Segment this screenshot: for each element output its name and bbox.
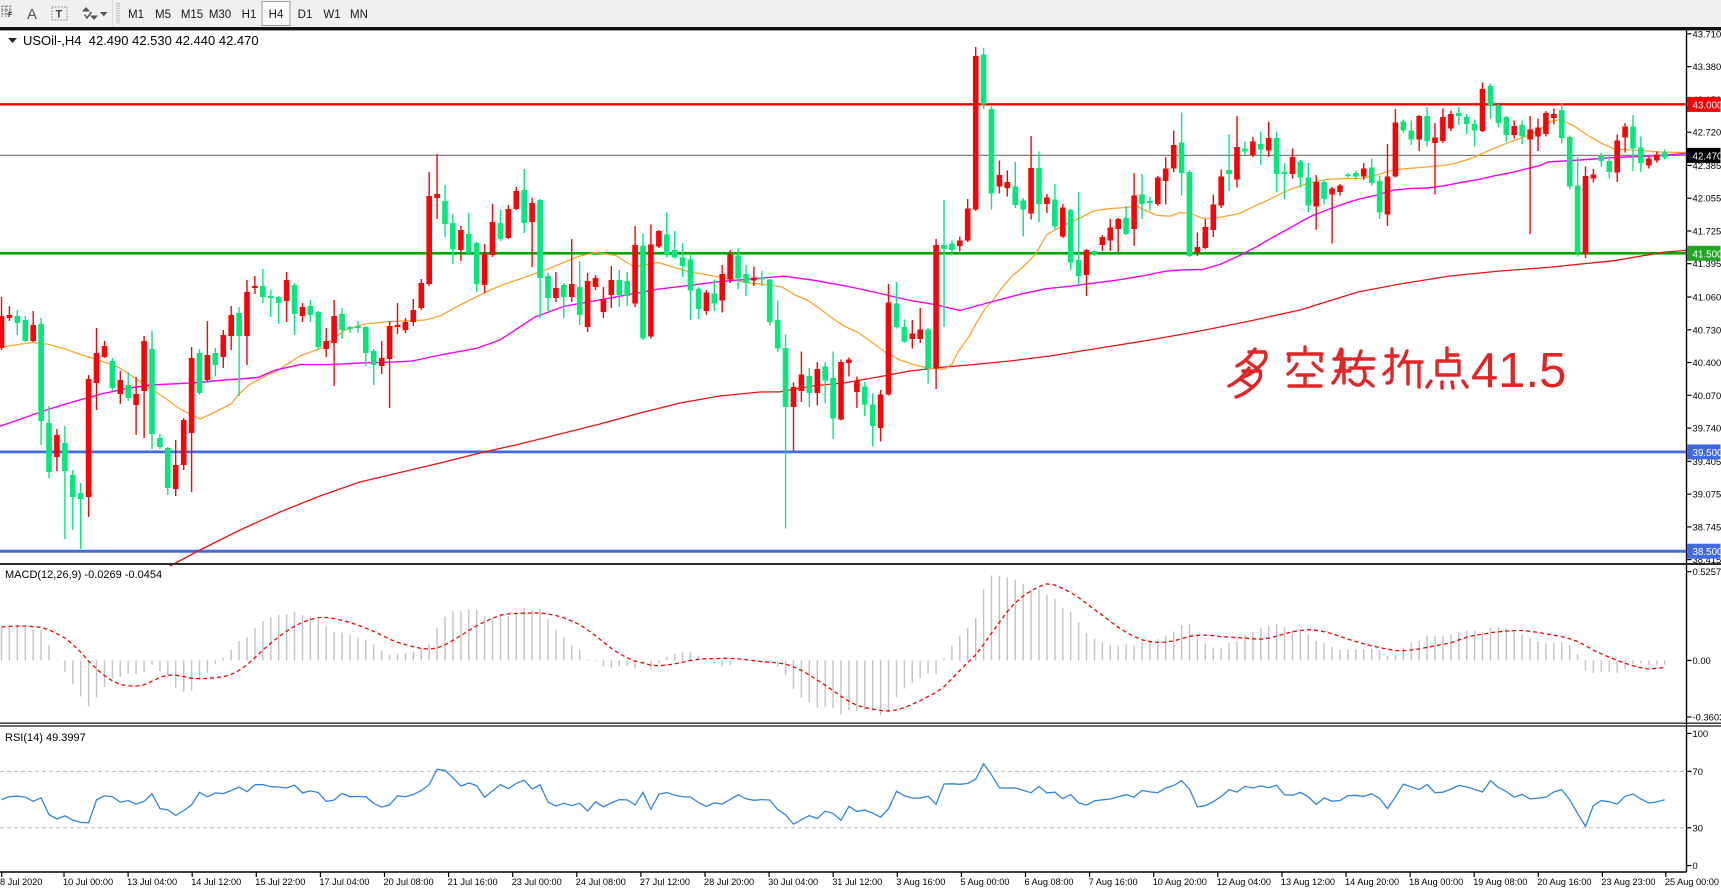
svg-text:27 Jul 12:00: 27 Jul 12:00: [640, 877, 690, 887]
svg-text:F: F: [8, 12, 13, 19]
svg-text:41.725: 41.725: [1693, 226, 1721, 237]
svg-text:19 Aug 08:00: 19 Aug 08:00: [1473, 877, 1527, 887]
svg-text:USOil-,H4 42.490 42.530 42.44: USOil-,H4 42.490 42.530 42.440 42.470: [23, 33, 259, 48]
svg-text:M15: M15: [181, 9, 203, 21]
svg-text:5 Aug 00:00: 5 Aug 00:00: [960, 877, 1009, 887]
svg-text:7 Aug 16:00: 7 Aug 16:00: [1089, 877, 1138, 887]
svg-text:3 Aug 16:00: 3 Aug 16:00: [896, 877, 945, 887]
svg-text:RSI(14) 49.3997: RSI(14) 49.3997: [5, 732, 86, 744]
svg-text:41.060: 41.060: [1693, 292, 1721, 303]
svg-text:M30: M30: [209, 9, 231, 21]
svg-text:39.075: 39.075: [1693, 489, 1721, 500]
svg-text:38.415: 38.415: [1693, 554, 1721, 565]
svg-text:42.720: 42.720: [1693, 127, 1721, 138]
svg-text:28 Jul 20:00: 28 Jul 20:00: [704, 877, 754, 887]
svg-text:T: T: [56, 9, 63, 21]
svg-text:0.5257: 0.5257: [1693, 566, 1721, 577]
svg-text:15 Jul 22:00: 15 Jul 22:00: [255, 877, 305, 887]
svg-text:39.405: 39.405: [1693, 456, 1721, 467]
svg-text:H4: H4: [269, 9, 284, 21]
svg-text:42.470: 42.470: [1693, 151, 1721, 162]
svg-text:41.5: 41.5: [1471, 344, 1566, 398]
svg-text:0.00: 0.00: [1693, 655, 1711, 666]
svg-text:39.740: 39.740: [1693, 423, 1721, 434]
svg-text:M1: M1: [128, 9, 144, 21]
svg-text:70: 70: [1693, 766, 1703, 777]
svg-text:8 Jul 2020: 8 Jul 2020: [0, 877, 42, 887]
svg-text:A: A: [27, 6, 37, 23]
svg-text:40.070: 40.070: [1693, 390, 1721, 401]
svg-text:43.380: 43.380: [1693, 61, 1721, 72]
svg-text:H1: H1: [242, 9, 257, 21]
svg-text:100: 100: [1693, 728, 1709, 739]
svg-text:17 Jul 04:00: 17 Jul 04:00: [319, 877, 369, 887]
svg-text:0: 0: [1693, 860, 1698, 871]
svg-text:41.395: 41.395: [1693, 258, 1721, 269]
svg-text:D1: D1: [298, 9, 313, 21]
svg-text:M5: M5: [155, 9, 171, 21]
svg-text:MACD(12,26,9) -0.0269 -0.0454: MACD(12,26,9) -0.0269 -0.0454: [5, 569, 162, 581]
svg-text:43.710: 43.710: [1693, 28, 1721, 39]
svg-text:14 Jul 12:00: 14 Jul 12:00: [191, 877, 241, 887]
svg-text:20 Aug 16:00: 20 Aug 16:00: [1537, 877, 1591, 887]
svg-text:6 Aug 08:00: 6 Aug 08:00: [1025, 877, 1074, 887]
svg-text:30 Jul 04:00: 30 Jul 04:00: [768, 877, 818, 887]
svg-text:10 Jul 00:00: 10 Jul 00:00: [63, 877, 113, 887]
svg-text:21 Jul 16:00: 21 Jul 16:00: [448, 877, 498, 887]
svg-text:38.745: 38.745: [1693, 521, 1721, 532]
svg-text:31 Jul 12:00: 31 Jul 12:00: [832, 877, 882, 887]
svg-text:43.000: 43.000: [1693, 100, 1721, 111]
svg-text:13 Aug 12:00: 13 Aug 12:00: [1281, 877, 1335, 887]
svg-text:42.385: 42.385: [1693, 160, 1721, 171]
svg-text:18 Aug 00:00: 18 Aug 00:00: [1409, 877, 1463, 887]
svg-text:W1: W1: [323, 9, 340, 21]
svg-text:25 Aug 00:00: 25 Aug 00:00: [1665, 877, 1719, 887]
svg-text:41.500: 41.500: [1693, 249, 1721, 260]
svg-text:-0.3603: -0.3603: [1693, 712, 1721, 723]
svg-text:13 Jul 04:00: 13 Jul 04:00: [127, 877, 177, 887]
svg-text:20 Jul 08:00: 20 Jul 08:00: [384, 877, 434, 887]
svg-text:10 Aug 20:00: 10 Aug 20:00: [1153, 877, 1207, 887]
svg-text:30: 30: [1693, 822, 1703, 833]
svg-text:23 Jul 00:00: 23 Jul 00:00: [512, 877, 562, 887]
svg-text:14 Aug 20:00: 14 Aug 20:00: [1345, 877, 1399, 887]
svg-text:40.730: 40.730: [1693, 324, 1721, 335]
svg-text:40.400: 40.400: [1693, 357, 1721, 368]
svg-text:24 Jul 08:00: 24 Jul 08:00: [576, 877, 626, 887]
svg-text:23 Aug 23:00: 23 Aug 23:00: [1601, 877, 1655, 887]
svg-text:39.500: 39.500: [1693, 448, 1721, 459]
svg-text:38.500: 38.500: [1693, 547, 1721, 558]
svg-text:MN: MN: [350, 9, 368, 21]
svg-text:12 Aug 04:00: 12 Aug 04:00: [1217, 877, 1271, 887]
svg-text:42.055: 42.055: [1693, 193, 1721, 204]
